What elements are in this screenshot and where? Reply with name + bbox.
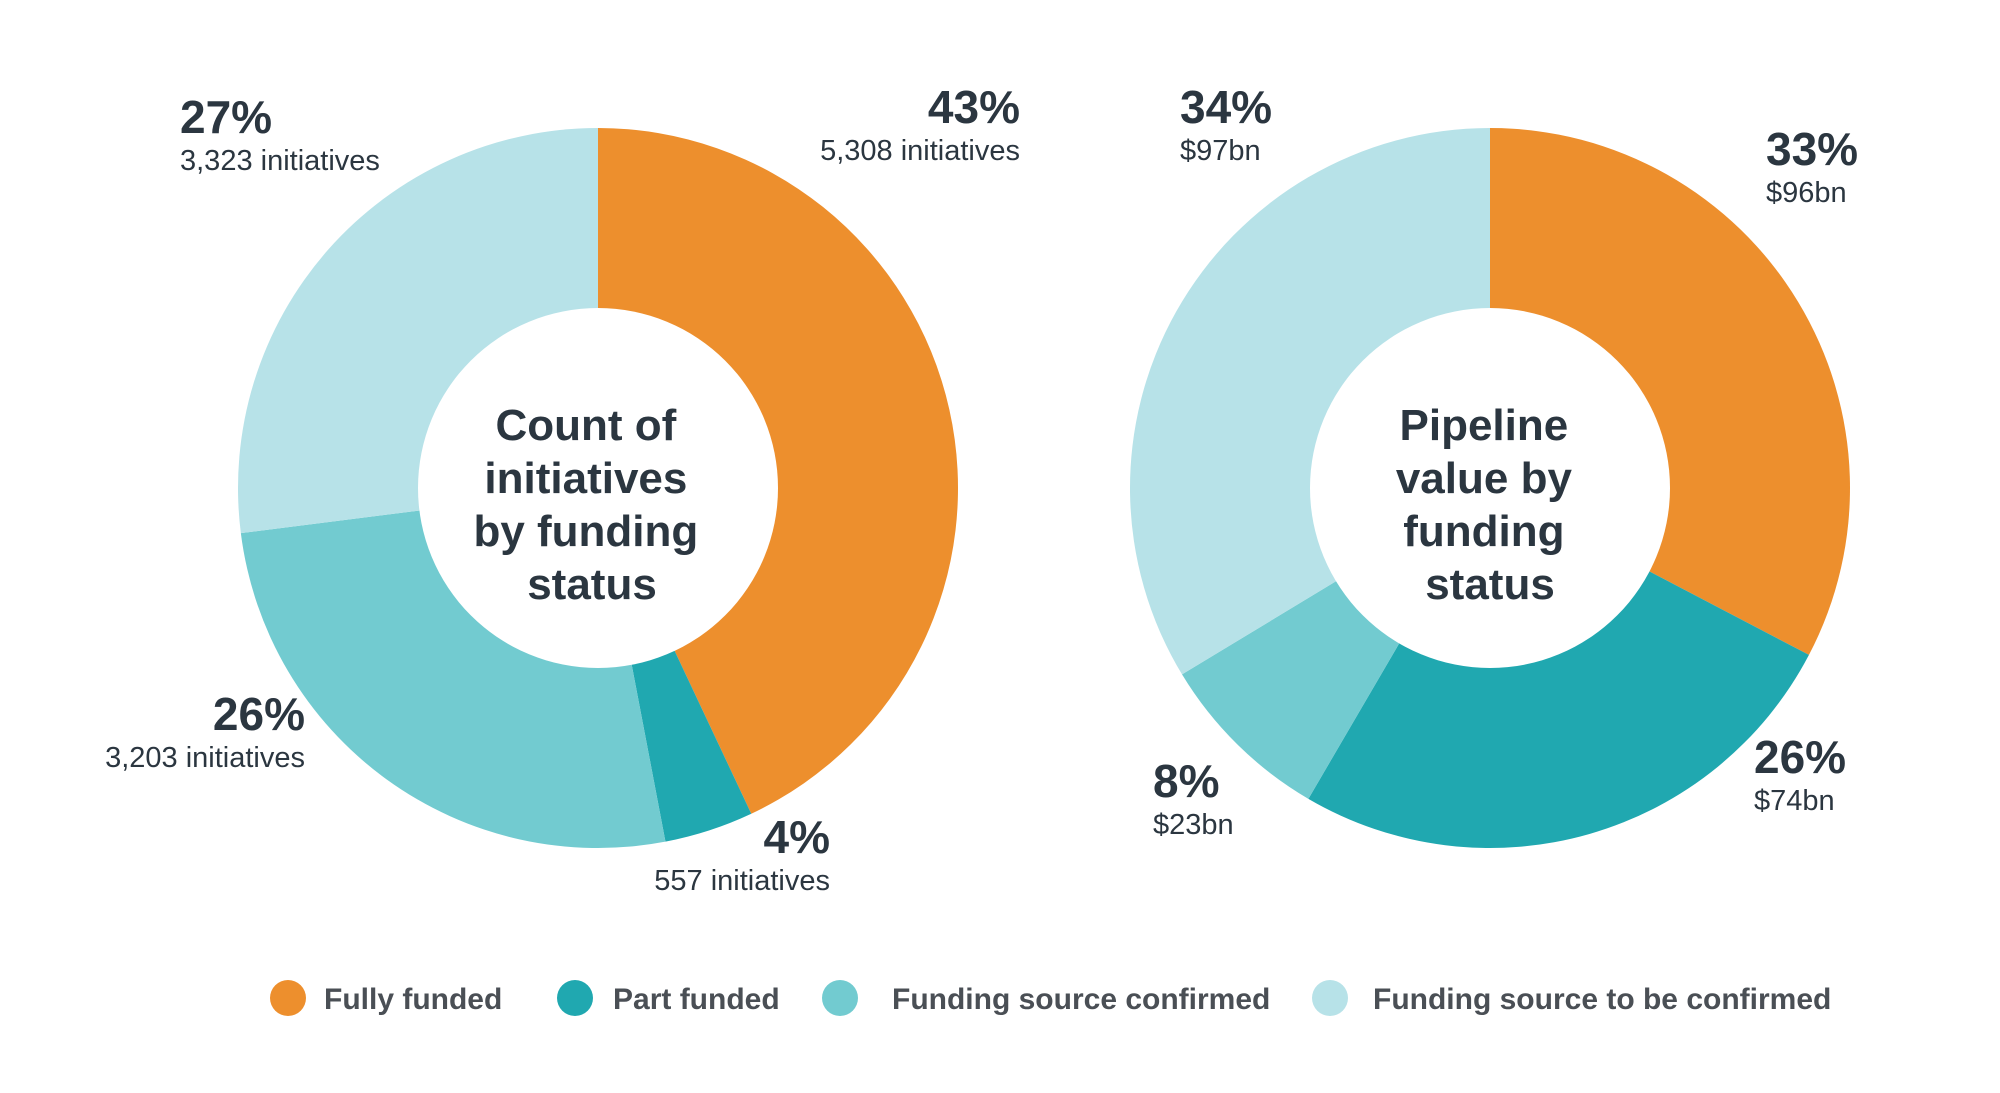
- chart1-title-line-3: by funding: [473, 507, 698, 556]
- chart1-title-line-2: initiatives: [484, 454, 687, 503]
- legend-item-part-funded: Part funded: [557, 980, 780, 1016]
- chart1-center-title: Count of initiatives by funding status: [473, 401, 710, 609]
- chart2-slice-part-funded: [1308, 488, 1809, 848]
- legend-label-source-confirmed: Funding source confirmed: [892, 983, 1270, 1016]
- legend-label-fully-funded: Fully funded: [324, 983, 502, 1016]
- chart2-title-line-3: funding: [1403, 507, 1564, 556]
- chart-pipeline-value: Pipeline value by funding status 33% $96…: [1129, 81, 1858, 848]
- chart2-center-title: Pipeline value by funding status: [1396, 401, 1584, 609]
- chart2-label-part-funded-pct: 26%: [1754, 731, 1846, 783]
- chart1-label-source-confirmed-pct: 26%: [213, 688, 305, 740]
- legend-item-source-confirmed: Funding source confirmed: [822, 980, 1270, 1016]
- legend-label-part-funded: Part funded: [613, 983, 780, 1016]
- chart2-label-part-funded-sub: $74bn: [1754, 785, 1835, 817]
- chart2-label-fully-funded-pct: 33%: [1766, 123, 1858, 175]
- chart1-label-source-tbc-pct: 27%: [180, 91, 272, 143]
- chart2-label-source-tbc-sub: $97bn: [1180, 135, 1261, 167]
- legend-swatch-part-funded: [557, 980, 593, 1016]
- chart2-title-line-1: Pipeline: [1400, 401, 1569, 450]
- chart1-label-fully-funded-sub: 5,308 initiatives: [820, 135, 1020, 167]
- chart1-label-part-funded-sub: 557 initiatives: [654, 865, 830, 897]
- legend: Fully funded Part funded Funding source …: [270, 980, 1831, 1016]
- chart1-label-fully-funded-pct: 43%: [928, 81, 1020, 133]
- chart2-label-source-confirmed-pct: 8%: [1153, 755, 1219, 807]
- legend-label-source-tbc: Funding source to be confirmed: [1373, 983, 1831, 1016]
- chart1-label-source-confirmed-sub: 3,203 initiatives: [105, 742, 305, 774]
- chart1-donut-hole: [418, 308, 778, 668]
- legend-swatch-fully-funded: [270, 980, 306, 1016]
- chart2-label-source-tbc-pct: 34%: [1180, 81, 1272, 133]
- legend-item-fully-funded: Fully funded: [270, 980, 502, 1016]
- chart-count-of-initiatives: Count of initiatives by funding status 4…: [105, 81, 1020, 897]
- chart1-label-part-funded-pct: 4%: [764, 811, 830, 863]
- chart2-title-line-4: status: [1425, 560, 1555, 609]
- legend-item-source-tbc: Funding source to be confirmed: [1312, 980, 1831, 1016]
- chart2-label-source-confirmed-sub: $23bn: [1153, 809, 1234, 841]
- legend-swatch-source-tbc: [1312, 980, 1348, 1016]
- chart1-title-line-1: Count of: [495, 401, 676, 450]
- legend-swatch-source-confirmed: [822, 980, 858, 1016]
- chart2-label-fully-funded-sub: $96bn: [1766, 177, 1847, 209]
- chart2-title-line-2: value by: [1396, 454, 1573, 503]
- chart1-title-line-4: status: [527, 560, 657, 609]
- chart1-label-source-tbc-sub: 3,323 initiatives: [180, 145, 380, 177]
- chart2-donut-hole: [1310, 308, 1670, 668]
